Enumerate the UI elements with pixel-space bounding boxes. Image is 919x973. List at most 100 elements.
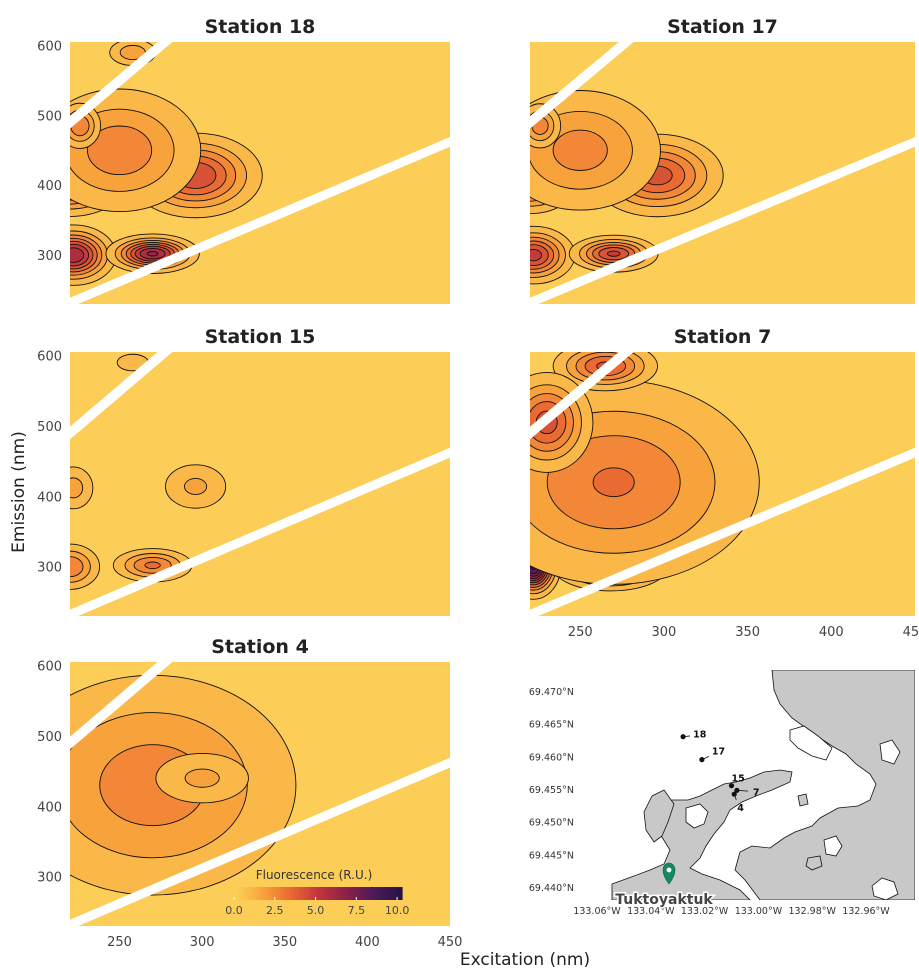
islet-f [805, 855, 823, 871]
y-tick-label: 300 [37, 249, 62, 264]
colorbar-step [356, 887, 361, 900]
latitude-label: 69.445°N [529, 850, 574, 861]
colorbar-step [248, 887, 253, 900]
colorbar-step [318, 887, 323, 900]
map-land [611, 670, 915, 900]
y-axis-label: Emission (nm) [9, 431, 29, 553]
colorbar-step [367, 887, 372, 900]
colorbar-step [283, 887, 288, 900]
colorbar-tick-label: 10.0 [385, 904, 410, 917]
colorbar-step [374, 887, 379, 900]
panel-title: Station 4 [211, 636, 309, 658]
x-tick-label: 350 [272, 935, 297, 950]
islet-e [879, 739, 901, 765]
station-dot [699, 757, 705, 763]
contour-band [184, 768, 220, 788]
colorbar-step [279, 887, 284, 900]
colorbar-step [377, 887, 382, 900]
second-order-scatter-band [70, 42, 173, 129]
panel-3: Station 15 300 400 500 600 [37, 326, 450, 616]
colorbar-step [300, 887, 305, 900]
latitude-label: 69.440°N [529, 883, 574, 894]
station-7: 7 [734, 787, 760, 798]
y-tick-label: 400 [37, 179, 62, 194]
colorbar-step [304, 887, 309, 900]
peak-2 [530, 225, 576, 285]
latitude-label: 69.460°N [529, 752, 574, 763]
panel-1: Station 18 300 400 500 600 [37, 16, 450, 304]
colorbar-step [388, 887, 393, 900]
contour-band [70, 477, 84, 499]
colorbar-step [237, 887, 242, 900]
islet-c [871, 877, 899, 900]
colorbar-step [269, 887, 274, 900]
peak-5 [530, 90, 661, 211]
heatmap-body [530, 42, 915, 304]
eem-panels: Station 18 300 400 500 600 Station 17 Station … [37, 16, 919, 950]
longitude-label: 133.02°W [681, 906, 729, 917]
map-stations: 18 17 15 74 [680, 730, 760, 814]
colorbar-step [314, 887, 319, 900]
colorbar-step [272, 887, 277, 900]
contour-band [552, 129, 608, 171]
colorbar-step [290, 887, 295, 900]
colorbar-step [342, 887, 347, 900]
contour-band [87, 125, 153, 176]
x-tick-label: 250 [107, 935, 132, 950]
islet-b [823, 835, 843, 857]
y-tick-label: 300 [37, 561, 62, 576]
first-order-scatter-band [70, 447, 450, 616]
colorbar-step [332, 887, 337, 900]
colorbar-step [234, 887, 239, 900]
south-west-land [643, 789, 675, 843]
peak-1 [70, 543, 101, 590]
station-label: 15 [732, 774, 745, 785]
colorbar-step [360, 887, 365, 900]
first-order-scatter-band [530, 447, 915, 616]
panel-title: Station 15 [205, 326, 316, 348]
colorbar-step [307, 887, 312, 900]
contour-band [530, 248, 542, 262]
colorbar-step [286, 887, 291, 900]
contour-band [592, 467, 635, 498]
y-tick-label: 600 [37, 350, 62, 365]
peak-3 [530, 379, 760, 585]
colorbar-step [262, 887, 267, 900]
colorbar-tick-label: 7.5 [348, 904, 366, 917]
x-tick-label: 350 [735, 625, 760, 640]
y-tick-label: 600 [37, 39, 62, 54]
station-label: 4 [737, 803, 744, 814]
second-order-scatter-band [530, 352, 634, 440]
x-tick-label: 400 [355, 935, 380, 950]
y-tick-label: 500 [37, 420, 62, 435]
contour-band [146, 250, 159, 257]
pin-dot [666, 867, 672, 873]
panel-title: Station 7 [674, 326, 772, 348]
map-latitude-labels: 69.470°N 69.465°N 69.460°N 69.455°N 69.450°N… [529, 687, 574, 894]
latitude-label: 69.450°N [529, 818, 574, 829]
heatmap-body [70, 42, 450, 304]
y-tick-label: 300 [37, 871, 62, 886]
panel-2: Station 17 [530, 16, 915, 304]
colorbar-step [346, 887, 351, 900]
first-order-scatter-band [530, 137, 915, 304]
longitude-label: 132.96°W [842, 906, 890, 917]
colorbar-step [381, 887, 386, 900]
colorbar-step [258, 887, 263, 900]
colorbar-gradient [234, 887, 403, 900]
colorbar-step [325, 887, 330, 900]
first-order-scatter-band [70, 137, 450, 304]
colorbar-step [370, 887, 375, 900]
contour-band [70, 247, 85, 263]
peak-4 [70, 466, 94, 510]
colorbar-step [241, 887, 246, 900]
colorbar-step [293, 887, 298, 900]
panel-4: Station 7 250 300 350 400 450 [530, 326, 919, 640]
heatmap-body [530, 352, 915, 616]
y-tick-label: 500 [37, 109, 62, 124]
contour-band [184, 478, 208, 495]
y-tick-label: 500 [37, 730, 62, 745]
colorbar-step [265, 887, 270, 900]
peak-5 [70, 88, 202, 213]
peak-3 [165, 464, 227, 509]
